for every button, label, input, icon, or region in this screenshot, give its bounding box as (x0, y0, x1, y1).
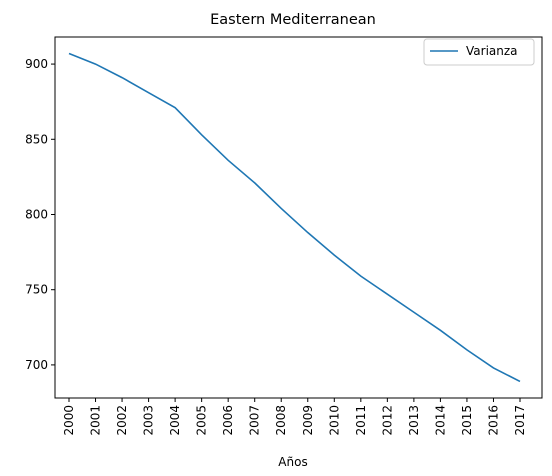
x-tick-label: 2005 (195, 405, 209, 436)
x-axis: 2000 2001 2002 2003 2004 2005 2006 2007 2008 2009… (62, 398, 527, 436)
plot-area-frame (54, 36, 543, 399)
y-tick-label: 850 (25, 132, 48, 146)
x-tick-label: 2010 (327, 405, 341, 436)
x-tick-label: 2008 (274, 405, 288, 436)
y-axis: 700 750 800 850 900 (25, 57, 55, 372)
x-tick-label: 2011 (354, 405, 368, 436)
legend-box (423, 38, 535, 66)
x-tick-label: 2007 (248, 405, 262, 436)
x-tick-label: 2015 (460, 405, 474, 436)
x-tick-label: 2012 (380, 405, 394, 436)
y-tick-label: 750 (25, 283, 48, 297)
x-tick-label: 2006 (221, 405, 235, 436)
x-tick-label: 2004 (168, 405, 182, 436)
legend: Varianza (423, 38, 535, 66)
x-axis-label: Años (278, 455, 307, 469)
y-tick-label: 800 (25, 207, 48, 221)
series-line-varianza (68, 52, 521, 383)
x-tick-label: 2000 (62, 405, 76, 436)
x-tick-label: 2001 (89, 405, 103, 436)
x-tick-label: 2016 (486, 405, 500, 436)
y-tick-label: 700 (25, 358, 48, 372)
legend-entry-varianza: Varianza (466, 44, 518, 58)
y-tick-label: 900 (25, 57, 48, 71)
x-tick-label: 2002 (115, 405, 129, 436)
x-tick-label: 2003 (142, 405, 156, 436)
x-tick-label: 2013 (407, 405, 421, 436)
x-tick-label: 2014 (433, 405, 447, 436)
x-tick-label: 2017 (513, 405, 527, 436)
x-tick-label: 2009 (301, 405, 315, 436)
chart-title: Eastern Mediterranean (210, 12, 376, 28)
